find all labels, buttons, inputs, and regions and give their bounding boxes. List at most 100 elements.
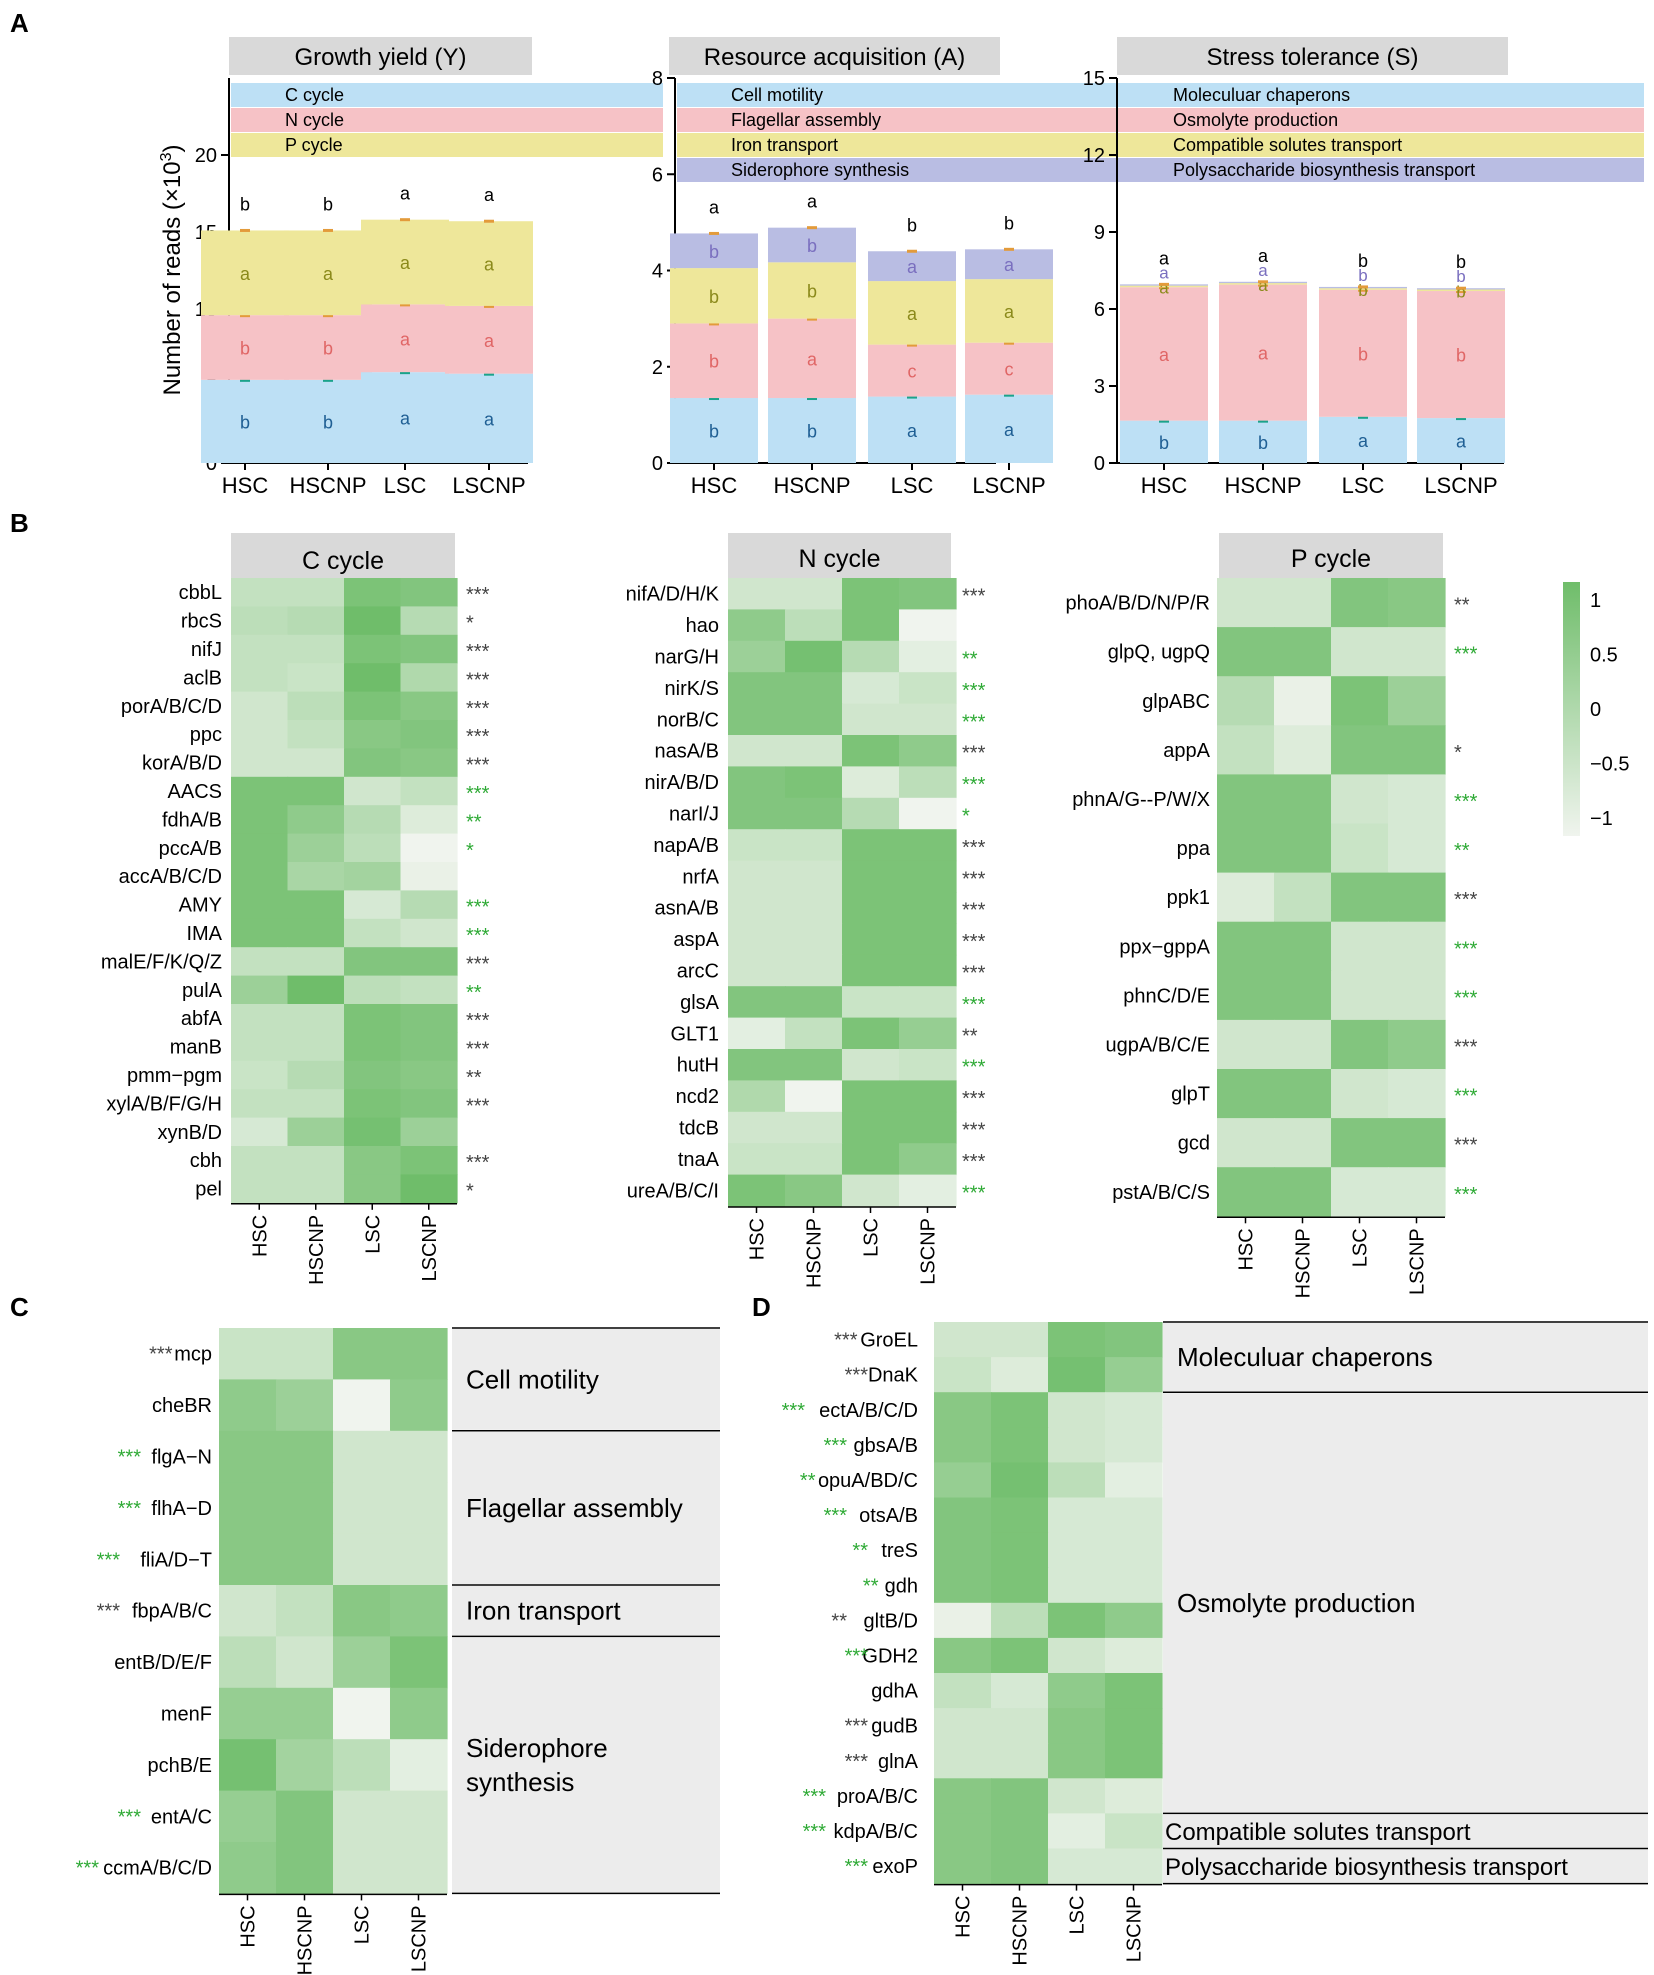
heatmap-cell — [287, 663, 345, 693]
heatmap-cell — [842, 860, 900, 893]
bar-letter: a — [1358, 431, 1369, 451]
group-region — [1163, 1849, 1648, 1883]
group-region — [452, 1431, 720, 1584]
heatmap-cell — [400, 606, 458, 636]
heatmap-cell — [1388, 627, 1446, 677]
significance-mark: *** — [803, 1821, 827, 1843]
legend-label: Moleculuar chaperons — [1173, 85, 1350, 105]
heatmap-cell — [1217, 725, 1275, 775]
heatmap-cell — [219, 1739, 277, 1792]
heatmap-cell — [991, 1497, 1049, 1534]
bar-segment — [768, 227, 856, 263]
heatmap-cell — [287, 634, 345, 664]
y-axis-label-end: ) — [159, 144, 186, 152]
heatmap-cell — [287, 776, 345, 806]
legend-tick-label: −1 — [1590, 808, 1613, 830]
total-letter: a — [807, 192, 818, 212]
significance-mark: *** — [466, 1152, 490, 1174]
heatmap-cell — [785, 860, 843, 893]
x-tick-label: LSCNP — [1424, 473, 1497, 498]
heatmap-cell — [1105, 1567, 1163, 1604]
heatmap-cell — [219, 1842, 277, 1894]
heatmap-cell — [231, 634, 289, 664]
significance-mark: * — [466, 613, 474, 635]
chart-title-strip — [1117, 37, 1508, 75]
bar-segment — [445, 305, 533, 374]
row-label: treS — [881, 1540, 918, 1562]
column-label: HSC — [238, 1905, 260, 1947]
bar-segment — [1219, 283, 1307, 285]
heatmap-cell — [344, 805, 402, 835]
significance-mark: *** — [962, 868, 986, 890]
bar-letter: b — [807, 236, 817, 256]
row-label: ugpA/B/C/E — [1105, 1034, 1210, 1056]
significance-mark: *** — [962, 1182, 986, 1204]
row-label: glpQ, ugpQ — [1108, 642, 1210, 664]
heatmap-cell — [231, 1060, 289, 1090]
heatmap-cell — [728, 578, 786, 610]
heatmap-cell — [1217, 872, 1275, 923]
row-label: opuA/BD/C — [818, 1470, 918, 1492]
heatmap-cell — [1331, 921, 1389, 972]
heatmap-cell — [1048, 1673, 1106, 1709]
heatmap-cell — [899, 1143, 957, 1176]
column-label: LSC — [1067, 1896, 1089, 1935]
significance-mark: *** — [466, 669, 490, 691]
heatmap-cell — [785, 578, 843, 610]
bar-letter: b — [709, 242, 719, 262]
bar-segment — [201, 315, 289, 380]
y-tick-label: 8 — [652, 68, 663, 90]
heatmap-cell — [785, 923, 843, 956]
legend-label: N cycle — [285, 110, 344, 130]
heatmap-cell — [276, 1842, 334, 1894]
significance-mark: *** — [845, 1365, 869, 1387]
heatmap-cell — [1331, 627, 1389, 677]
total-letter: b — [907, 215, 917, 235]
y-tick-label: 15 — [1083, 68, 1105, 90]
heatmap-cell — [934, 1637, 992, 1674]
chart-legend: Moleculuar chaperons Osmolyte production C… — [1119, 83, 1644, 182]
row-label: DnaK — [868, 1365, 919, 1387]
heatmap-cell — [899, 1111, 957, 1144]
row-label: nifJ — [191, 639, 222, 661]
row-label: AMY — [179, 895, 222, 917]
heatmap-cell — [1388, 1019, 1446, 1070]
panel-label: C — [10, 1292, 29, 1322]
heatmap-cell — [899, 672, 957, 705]
significance-mark: *** — [466, 755, 490, 777]
heatmap-title: C cycle — [302, 547, 384, 575]
heatmap-cell — [1331, 1069, 1389, 1119]
heatmap-cell — [1105, 1813, 1163, 1850]
heatmap-cell — [1331, 774, 1389, 825]
bar-letter: a — [323, 264, 334, 284]
heatmap-title-strip — [231, 533, 455, 583]
heatmap-cell — [785, 640, 843, 673]
significance-mark: ** — [831, 1610, 847, 1632]
heatmap-cell — [785, 1049, 843, 1081]
heatmap-cell — [1048, 1743, 1106, 1779]
total-letter: b — [1456, 252, 1466, 272]
significance-mark: *** — [962, 963, 986, 985]
bar-segment — [361, 219, 449, 305]
bar-segment — [670, 398, 758, 463]
row-label: phoA/B/D/N/P/R — [1065, 593, 1210, 615]
heatmap-cell — [1274, 578, 1332, 628]
row-label: manB — [170, 1037, 222, 1059]
heatmap-cell — [728, 672, 786, 705]
row-label: ppk1 — [1167, 887, 1210, 909]
bar-letter: a — [1004, 420, 1015, 440]
significance-mark: *** — [1454, 1086, 1478, 1108]
heatmap-cell — [400, 833, 458, 863]
heatmap-cell — [1388, 872, 1446, 923]
heatmap-cell — [231, 691, 289, 721]
legend-swatch — [1119, 108, 1644, 132]
row-label: asnA/B — [655, 898, 719, 920]
significance-mark: *** — [466, 584, 490, 606]
heatmap-cell — [344, 1174, 402, 1204]
significance-mark: ** — [852, 1540, 868, 1562]
group-region — [452, 1329, 720, 1430]
significance-mark: ** — [466, 982, 482, 1004]
heatmap-cell — [1048, 1357, 1106, 1393]
row-label: mcp — [174, 1344, 212, 1366]
heatmap-cell — [991, 1778, 1049, 1814]
